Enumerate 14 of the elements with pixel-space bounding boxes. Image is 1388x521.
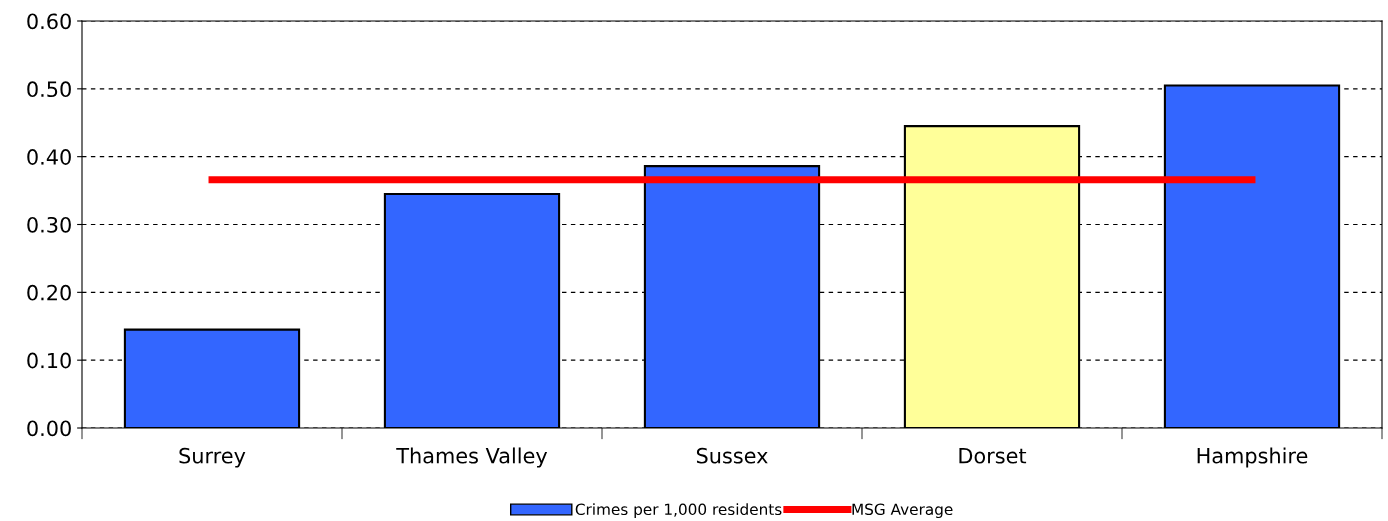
y-tick-label: 0.50 [27, 81, 71, 98]
legend-label: Crimes per 1,000 residents [575, 503, 782, 519]
x-tick-label: Hampshire [1197, 447, 1308, 468]
y-tick-label: 0.40 [27, 149, 71, 165]
x-tick-label: Thames Valley [396, 447, 548, 468]
y-tick-label: 0.10 [27, 352, 71, 369]
y-tick-label: 0.00 [27, 420, 71, 437]
legend-label: MSG Average [852, 503, 953, 519]
x-tick-label: Surrey [179, 447, 246, 468]
y-tick-label: 0.60 [27, 13, 71, 30]
y-tick-label: 0.20 [27, 284, 71, 301]
x-tick-label: Sussex [696, 447, 768, 464]
x-tick-label: Dorset [959, 448, 1027, 464]
y-tick-label: 0.30 [27, 216, 71, 233]
